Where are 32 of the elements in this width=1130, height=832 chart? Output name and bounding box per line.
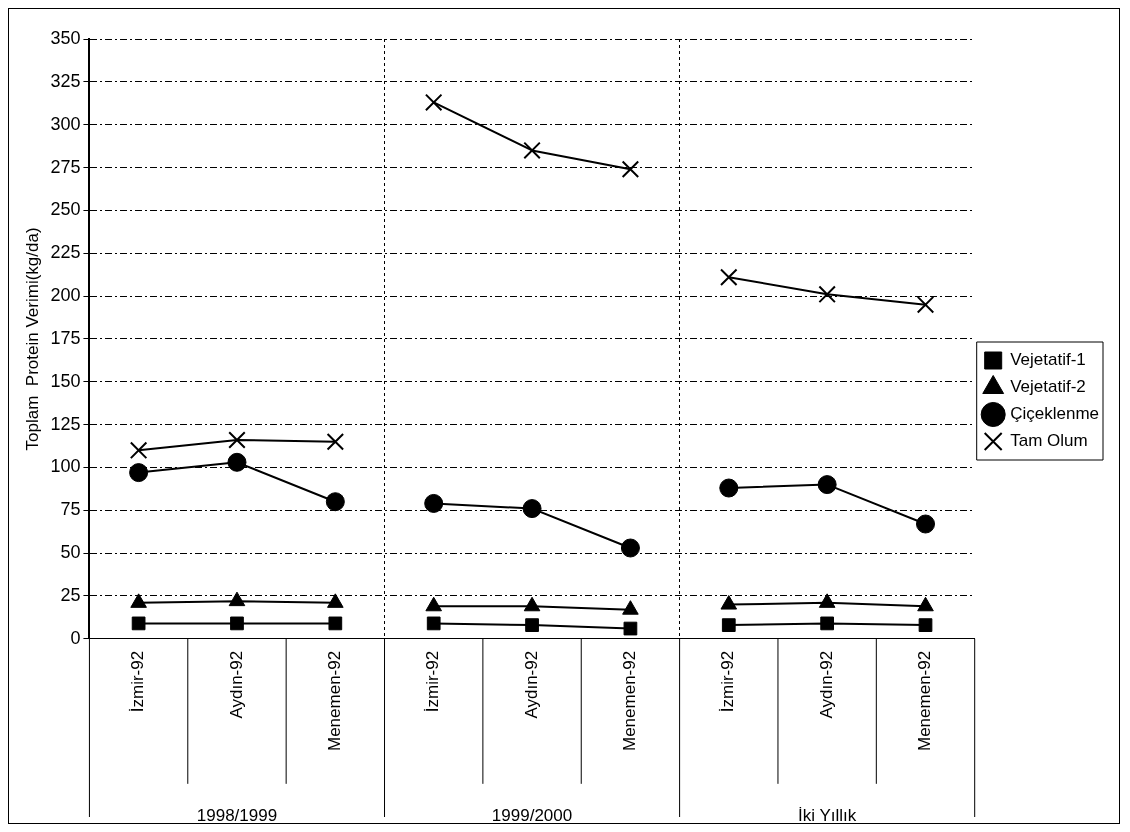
legend-label: Vejetatif-2 bbox=[1010, 377, 1086, 397]
x-tick-label: İzmir-92 bbox=[128, 650, 148, 713]
y-tick-label: 300 bbox=[50, 113, 81, 134]
x-tick-label: Menemen-92 bbox=[325, 650, 345, 752]
x-tick-label: Aydın-92 bbox=[816, 650, 836, 719]
y-tick-label: 50 bbox=[60, 542, 81, 563]
x-tick-label: İzmir-92 bbox=[423, 650, 443, 713]
legend-label: Tam Olum bbox=[1010, 431, 1088, 451]
y-tick-label: 275 bbox=[50, 156, 81, 177]
x-tick-label: İzmir-92 bbox=[718, 650, 738, 713]
y-tick-label: 175 bbox=[50, 327, 81, 348]
y-tick-label: 250 bbox=[50, 199, 81, 220]
y-tick-label: 325 bbox=[50, 70, 81, 91]
text: 1999/2000 bbox=[491, 805, 573, 825]
y-axis-title: Toplam Protein Verimi(kg/da) bbox=[22, 227, 42, 451]
text: 1998/1999 bbox=[196, 805, 278, 825]
x-tick-label: Aydın-92 bbox=[521, 650, 541, 719]
y-tick-label: 100 bbox=[50, 456, 81, 477]
x-tick-label: Menemen-92 bbox=[915, 650, 935, 752]
x-tick-label: Menemen-92 bbox=[620, 650, 640, 752]
y-tick-label: 150 bbox=[50, 370, 81, 391]
y-tick-label: 225 bbox=[50, 242, 81, 263]
legend-label: Vejetatif-1 bbox=[1010, 350, 1086, 370]
legend-label: Çiçeklenme bbox=[1010, 404, 1099, 424]
text: İki Yıllık bbox=[798, 805, 857, 825]
y-tick-label: 75 bbox=[60, 499, 81, 520]
y-tick-label: 125 bbox=[50, 413, 81, 434]
y-tick-label: 200 bbox=[50, 285, 81, 306]
y-tick-label: 0 bbox=[70, 627, 81, 648]
y-tick-label: 25 bbox=[60, 584, 81, 605]
x-tick-label: Aydın-92 bbox=[226, 650, 246, 719]
y-tick-label: 350 bbox=[50, 27, 81, 48]
